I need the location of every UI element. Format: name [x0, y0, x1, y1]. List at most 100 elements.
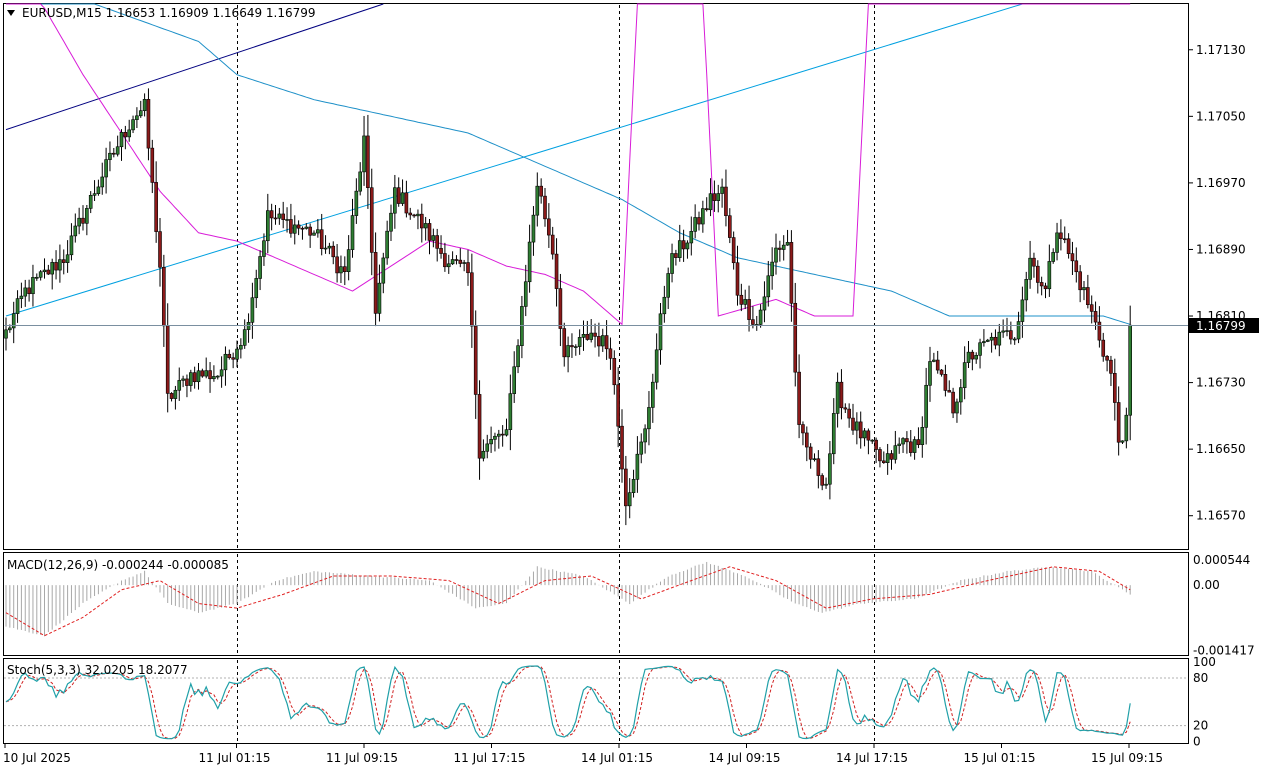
candle-bull: [69, 235, 74, 256]
candle-bull: [982, 341, 986, 344]
candle-bull: [835, 381, 840, 414]
time-tick-label: 11 Jul 09:15: [326, 751, 398, 765]
candle-bear: [269, 210, 274, 219]
candle-bull: [901, 438, 905, 445]
candle-bear: [951, 391, 955, 414]
candle-bull: [223, 353, 228, 371]
candle-bull: [431, 235, 436, 241]
candle-bull: [423, 223, 428, 229]
candle-bear: [905, 438, 909, 443]
stochastic-panel[interactable]: 100 80 200 Stoch(5,3,3) 32.0205 18.2077: [3, 655, 1216, 748]
candle-bear: [943, 374, 948, 391]
candle-bull: [716, 193, 721, 201]
candle-bull: [400, 192, 405, 204]
candle-bear: [154, 182, 158, 232]
candle-bear: [1097, 321, 1102, 341]
candle-bull: [662, 296, 667, 315]
stochastic-panel-frame: [3, 658, 1189, 744]
candle-bear: [866, 430, 871, 441]
candle-bear: [319, 229, 324, 249]
candle-bull: [219, 369, 224, 377]
candle-bull: [962, 362, 967, 388]
candle-bull: [758, 309, 763, 325]
candle-bear: [816, 458, 821, 476]
candle-bull: [242, 329, 247, 346]
candle-bull: [4, 329, 8, 339]
candle-bull: [389, 212, 393, 232]
candle-bear: [881, 460, 886, 463]
candle-bear: [916, 439, 921, 445]
candle-bull: [912, 439, 917, 453]
candle-bull: [1016, 321, 1021, 340]
candle-bull: [142, 99, 147, 111]
candle-bear: [793, 302, 798, 373]
time-tick-label: 14 Jul 17:15: [836, 751, 908, 765]
candle-bear: [342, 266, 347, 272]
candle-bull: [1020, 299, 1025, 322]
candle-bull: [581, 334, 586, 338]
candle-bull: [785, 242, 790, 246]
candle-bear: [843, 407, 848, 410]
candle-bear: [935, 359, 940, 371]
candle-bear: [165, 325, 170, 394]
candle-bear: [396, 187, 401, 204]
candle-bear: [543, 195, 547, 220]
current-price-tag: [1189, 318, 1259, 333]
candle-bear: [273, 217, 278, 220]
moving-average-line-2: [6, 3, 1131, 326]
candle-bear: [477, 394, 482, 459]
candle-bear: [778, 247, 782, 250]
candle-bear: [208, 370, 212, 380]
candle-bear: [593, 332, 597, 337]
candle-bull: [955, 401, 959, 414]
candle-bull: [932, 359, 936, 362]
macd-panel[interactable]: 0.000544 0.00 -0.001417 MACD(12,26,9) -0.0…: [3, 552, 1255, 658]
candle-bear: [443, 253, 447, 268]
trendlines[interactable]: [5, 3, 1023, 317]
candle-bear: [308, 226, 312, 236]
trendline-1[interactable]: [5, 3, 384, 131]
candle-bull: [635, 453, 640, 480]
time-tick-label: 14 Jul 01:15: [581, 751, 653, 765]
candle-bull: [978, 342, 982, 356]
trendline-2[interactable]: [5, 3, 1023, 317]
macd-header: MACD(12,26,9) -0.000244 -0.000085: [7, 558, 229, 572]
candle-bull: [450, 259, 455, 265]
candle-bull: [485, 443, 490, 452]
candle-bear: [454, 259, 459, 261]
main-panel[interactable]: 1.171301.170501.169701.168901.168101.167…: [3, 3, 1260, 550]
candle-bear: [878, 449, 882, 462]
candle-bull: [339, 266, 343, 274]
candle-bull: [19, 295, 24, 299]
candle-bear: [227, 353, 232, 359]
stochastic-tick-label: 80: [1193, 671, 1208, 685]
candle-bull: [481, 450, 486, 459]
candle-bull: [85, 208, 89, 224]
candle-bull: [385, 230, 389, 259]
candle-bull: [508, 393, 513, 430]
macd-panel-frame: [3, 552, 1189, 656]
time-axis[interactable]: 10 Jul 2025 11 Jul 01:15 11 Jul 09:15 11 Ju…: [3, 743, 1163, 765]
candle-bull: [1005, 330, 1009, 332]
candle-bull: [181, 378, 185, 381]
candle-bull: [1055, 232, 1059, 253]
candle-bull: [766, 275, 771, 298]
time-tick-label: 11 Jul 01:15: [199, 751, 271, 765]
candle-bear: [331, 245, 336, 258]
candle-bull: [535, 185, 540, 216]
candle-bear: [408, 212, 413, 216]
candle-bull: [446, 263, 451, 268]
candle-bear: [1116, 402, 1121, 443]
candle-bull: [38, 271, 43, 278]
candle-bull: [589, 332, 594, 340]
candle-bear: [939, 369, 944, 375]
candle-bull: [924, 384, 928, 428]
candle-bear: [289, 219, 293, 234]
stochastic-axis: 100 80 200: [1193, 655, 1216, 748]
candle-bull: [173, 389, 178, 399]
candle-bear: [1039, 282, 1044, 287]
candle-bull: [523, 281, 528, 307]
candle-bear: [797, 371, 801, 425]
price-tick-label: 1.17130: [1196, 43, 1246, 57]
